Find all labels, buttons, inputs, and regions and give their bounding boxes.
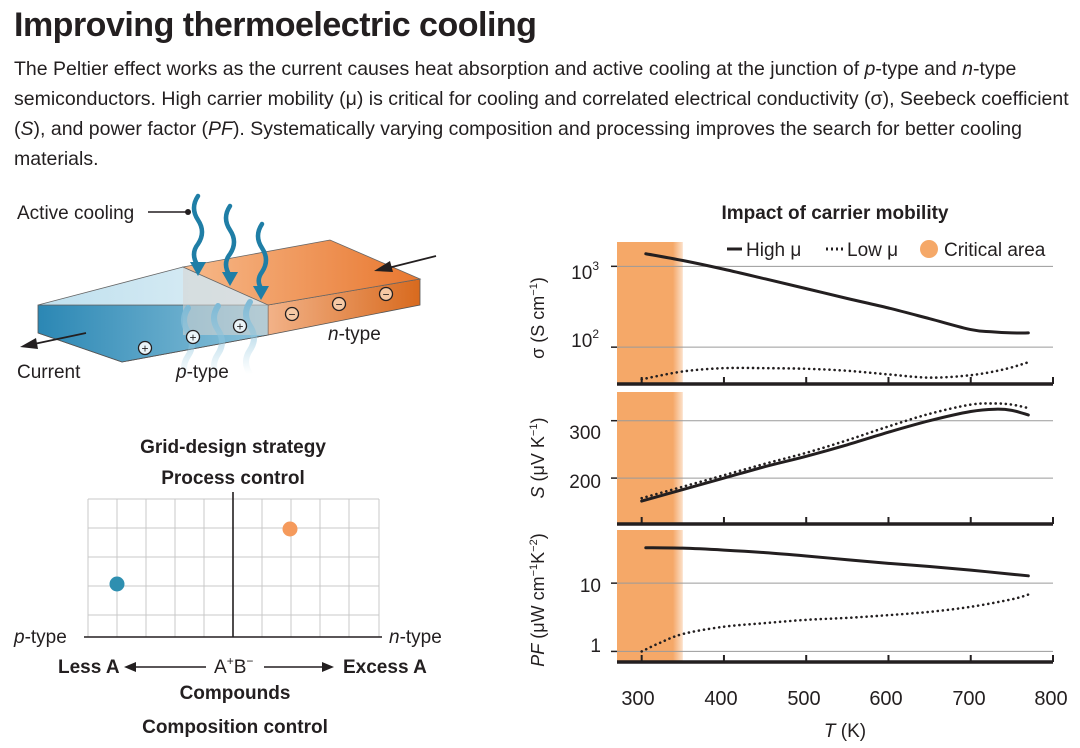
sigma-axis-label: σ (S cm−1) xyxy=(528,277,548,359)
excess-a-label: Excess A xyxy=(343,657,427,678)
positive-carriers: + + + xyxy=(137,318,248,356)
grid-design-panel: Grid-design strategy Process control p-t… xyxy=(13,437,442,738)
chart-legend: High μ Low μ Critical area xyxy=(727,240,1046,261)
x-tick-label: 500 xyxy=(787,688,820,710)
chart-title: Impact of carrier mobility xyxy=(721,203,948,224)
n-type-top-face xyxy=(181,239,422,306)
legend-low-label: Low μ xyxy=(847,240,898,261)
critical-area-band xyxy=(617,392,683,524)
process-control-label: Process control xyxy=(161,468,305,489)
seebeck-axis-label: S (μV K−1) xyxy=(528,418,548,499)
high-mu-pf-line xyxy=(644,546,1030,578)
chart-panels xyxy=(611,242,1054,664)
electron-carrier: − xyxy=(378,286,394,302)
grid-n-type-label: n-type xyxy=(389,627,442,648)
n-type-point xyxy=(282,521,298,537)
x-tick-label: 600 xyxy=(869,688,902,710)
active-cooling-arrowheads xyxy=(190,262,269,300)
negative-carriers: − − − xyxy=(284,286,394,322)
composition-arrow-left xyxy=(124,662,206,672)
low-mu-pf-line xyxy=(640,593,1030,653)
x-tick-label: 800 xyxy=(1034,688,1067,710)
sigma-tick-label: 103 xyxy=(571,259,599,284)
legend-critical-swatch xyxy=(920,240,938,258)
active-cooling-label: Active cooling xyxy=(17,203,134,224)
legend-critical-label: Critical area xyxy=(944,240,1046,261)
high-mu-seebeck-line xyxy=(640,407,1030,503)
x-tick-label: 400 xyxy=(704,688,737,710)
peltier-device: + + + − − − Active cooling Current p-typ… xyxy=(17,193,437,383)
composition-arrow-right xyxy=(264,662,334,672)
current-label: Current xyxy=(17,362,81,383)
critical-area-band xyxy=(617,242,683,384)
pf-axis-label: PF (μW cm−1K−2) xyxy=(528,533,548,666)
low-mu-seebeck-line xyxy=(640,402,1030,500)
compound-formula: A+B− xyxy=(214,654,253,678)
svg-text:−: − xyxy=(382,288,389,302)
svg-text:+: + xyxy=(189,331,196,345)
svg-text:+: + xyxy=(236,320,243,334)
legend-high-label: High μ xyxy=(746,240,801,261)
current-arrow-out xyxy=(20,332,87,349)
pf-tick-label: 1 xyxy=(590,636,601,657)
grid-p-type-label: p-type xyxy=(13,627,67,648)
x-axis-label: T (K) xyxy=(824,721,866,742)
high-mu-sigma-line xyxy=(644,252,1030,335)
seebeck-tick-label: 200 xyxy=(569,472,601,493)
n-type-label: n-type xyxy=(328,324,381,345)
sigma-tick-label: 102 xyxy=(571,327,599,352)
hole-carrier: + xyxy=(232,318,248,334)
x-tick-label: 700 xyxy=(952,688,985,710)
intro-paragraph: The Peltier effect works as the current … xyxy=(14,58,1069,170)
p-type-label: p-type xyxy=(175,362,229,383)
svg-text:−: − xyxy=(335,298,342,312)
grid-design-title: Grid-design strategy xyxy=(140,437,326,458)
p-type-point xyxy=(109,576,125,592)
svg-text:+: + xyxy=(141,342,148,356)
composition-control-label: Composition control xyxy=(142,717,328,738)
electron-carrier: − xyxy=(284,306,300,322)
critical-area-band xyxy=(617,530,683,662)
hole-carrier: + xyxy=(137,340,153,356)
seebeck-tick-label: 300 xyxy=(569,423,601,444)
active-cooling-waves xyxy=(191,193,269,291)
hole-carrier: + xyxy=(185,329,201,345)
less-a-label: Less A xyxy=(58,657,120,678)
electron-carrier: − xyxy=(331,296,347,312)
current-arrow-in xyxy=(374,255,437,272)
pf-tick-label: 10 xyxy=(580,576,601,597)
x-tick-label: 300 xyxy=(621,688,654,710)
low-mu-sigma-line xyxy=(640,360,1030,381)
page-title: Improving thermoelectric cooling xyxy=(14,6,537,44)
mobility-chart: Impact of carrier mobility High μ Low μ … xyxy=(528,203,1068,742)
compounds-label: Compounds xyxy=(180,683,291,704)
svg-text:−: − xyxy=(288,308,295,322)
